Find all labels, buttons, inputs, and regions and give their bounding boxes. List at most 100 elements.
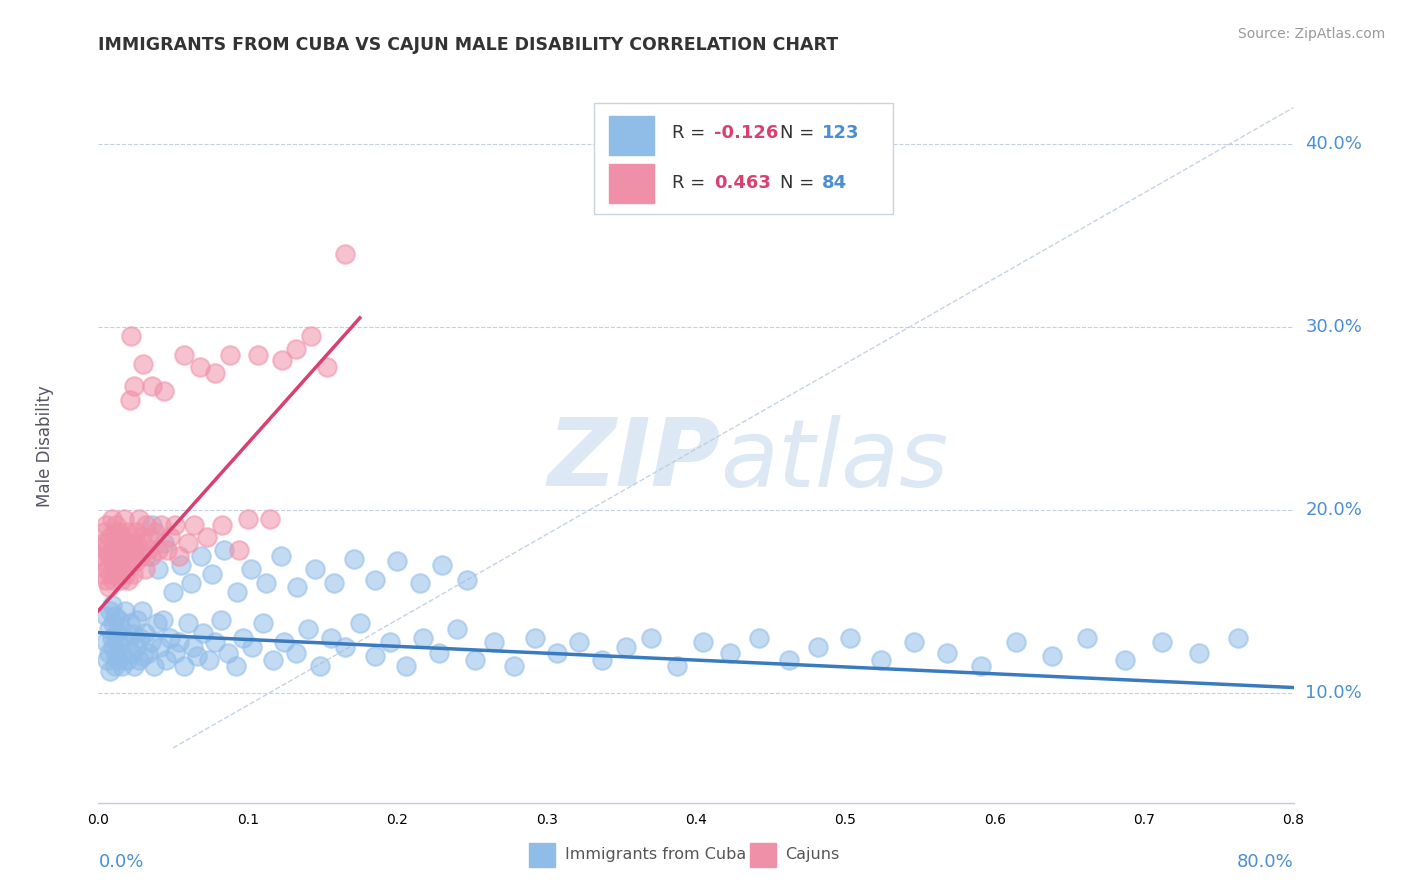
Point [94, 543, 117, 558]
Point [308, 658, 330, 673]
Point [167, 634, 190, 648]
Point [232, 631, 254, 645]
Point [97, 622, 120, 636]
Point [115, 524, 138, 539]
Point [321, 631, 343, 645]
Point [271, 353, 294, 368]
Point [105, 625, 128, 640]
Point [128, 653, 150, 667]
Point [143, 524, 166, 539]
Point [464, 653, 486, 667]
Point [226, 585, 249, 599]
Point [136, 646, 159, 660]
Point [807, 640, 830, 655]
Point [153, 536, 176, 550]
Point [121, 627, 143, 641]
Point [120, 554, 142, 568]
Point [225, 658, 247, 673]
Point [115, 554, 138, 568]
Point [125, 554, 148, 568]
Point [523, 631, 546, 645]
Point [128, 512, 150, 526]
Point [98, 604, 122, 618]
Point [191, 625, 214, 640]
Point [903, 634, 925, 648]
Point [97, 580, 120, 594]
Point [108, 613, 131, 627]
Point [107, 536, 129, 550]
Point [148, 561, 170, 575]
Point [131, 531, 153, 545]
Point [96, 561, 118, 575]
Point [132, 357, 155, 371]
Point [135, 549, 157, 563]
Point [162, 585, 184, 599]
Text: 40.0%: 40.0% [1305, 135, 1362, 153]
Point [188, 360, 211, 375]
Point [103, 573, 125, 587]
Point [141, 378, 163, 392]
Point [364, 573, 387, 587]
Point [117, 573, 139, 587]
Point [104, 609, 127, 624]
Bar [529, 843, 555, 867]
Point [98, 531, 122, 545]
Point [112, 549, 135, 563]
Point [197, 531, 219, 545]
Point [136, 543, 159, 558]
Point [502, 658, 524, 673]
Point [101, 554, 124, 568]
Point [285, 580, 308, 594]
Point [153, 384, 176, 398]
Point [204, 634, 226, 648]
Point [127, 613, 149, 627]
Point [1076, 631, 1098, 645]
Point [273, 634, 295, 648]
Point [115, 653, 138, 667]
Point [204, 366, 226, 380]
Bar [609, 116, 654, 155]
Point [299, 329, 322, 343]
Point [142, 658, 165, 673]
Point [93, 524, 115, 539]
Point [349, 616, 371, 631]
Point [125, 640, 148, 655]
Point [173, 658, 195, 673]
Point [692, 634, 714, 648]
Point [139, 634, 162, 648]
Point [112, 631, 135, 645]
Point [107, 634, 129, 648]
Point [124, 658, 146, 673]
Text: 80.0%: 80.0% [1237, 853, 1294, 871]
Point [333, 640, 356, 655]
Point [156, 543, 179, 558]
Point [484, 634, 506, 648]
Point [252, 616, 274, 631]
Point [148, 543, 170, 558]
Point [120, 329, 142, 343]
Point [408, 576, 430, 591]
Point [1114, 653, 1136, 667]
FancyBboxPatch shape [595, 103, 893, 214]
Point [118, 393, 141, 408]
Point [201, 567, 224, 582]
Point [173, 347, 195, 361]
Point [129, 549, 152, 563]
Point [568, 634, 591, 648]
Point [121, 536, 143, 550]
Point [107, 653, 129, 667]
Point [124, 378, 146, 392]
Point [159, 531, 181, 545]
Point [94, 573, 117, 587]
Point [323, 576, 346, 591]
Point [177, 536, 200, 550]
Point [228, 543, 250, 558]
Point [103, 543, 125, 558]
Point [150, 517, 173, 532]
Point [112, 512, 135, 526]
Point [838, 631, 860, 645]
Text: N =: N = [779, 125, 820, 143]
Point [103, 616, 125, 631]
Text: -0.126: -0.126 [714, 125, 779, 143]
Point [163, 646, 186, 660]
